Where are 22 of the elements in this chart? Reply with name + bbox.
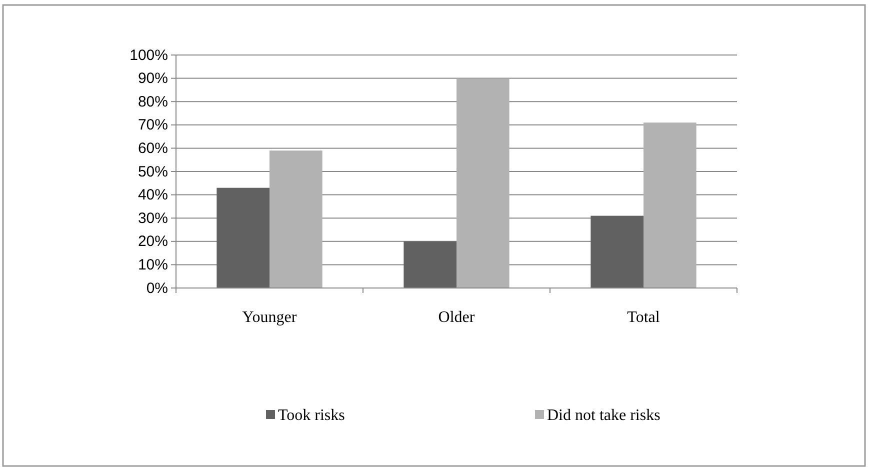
legend-label: Did not take risks (547, 407, 660, 424)
x-tick-label: Younger (242, 309, 298, 326)
bar (644, 122, 696, 288)
bar (404, 241, 456, 288)
bar (216, 188, 270, 288)
bar (456, 78, 510, 288)
y-tick-label: 80% (138, 93, 168, 110)
y-tick-label: 40% (138, 186, 168, 204)
y-tick-label: 10% (138, 256, 168, 274)
y-tick-label: 60% (138, 140, 168, 157)
y-tick-label: 20% (138, 233, 168, 250)
bar (590, 216, 644, 288)
bar (270, 150, 322, 288)
y-tick-label: 70% (138, 116, 168, 134)
y-tick-label: 90% (138, 70, 168, 88)
y-tick-label: 100% (130, 46, 168, 64)
y-tick-label: 0% (146, 280, 168, 297)
x-tick-label: Older (438, 309, 476, 326)
y-tick-label: 50% (138, 163, 168, 180)
x-tick-label: Total (627, 309, 660, 326)
legend-label: Took risks (278, 407, 345, 424)
y-tick-label: 30% (138, 210, 168, 227)
